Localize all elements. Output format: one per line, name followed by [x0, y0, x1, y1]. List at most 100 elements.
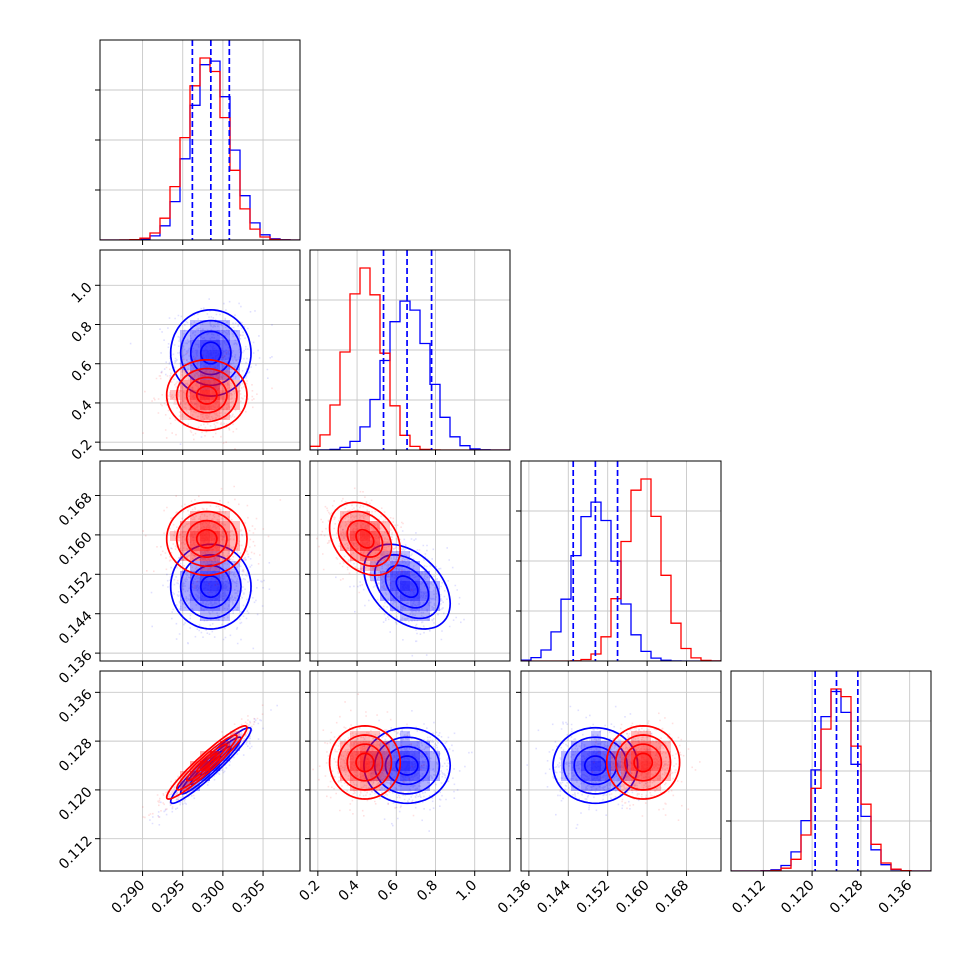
contour-line	[337, 734, 393, 791]
density-cell	[340, 741, 350, 751]
density-cell	[200, 511, 210, 521]
density-cell	[370, 761, 380, 771]
density-cell	[360, 741, 370, 751]
contour-line	[355, 752, 375, 773]
density-cell	[220, 741, 230, 751]
density-cell	[220, 400, 230, 410]
x-tick-label: 0.168	[652, 877, 692, 917]
density-cell	[380, 761, 390, 771]
density-cell	[210, 340, 220, 350]
y-tick-label: 0.144	[56, 608, 96, 648]
density-cell	[210, 571, 220, 581]
density-cell	[380, 541, 390, 551]
density-cell	[180, 410, 190, 420]
density-cell	[360, 761, 370, 771]
density-cell	[190, 591, 200, 601]
density-cell	[210, 400, 220, 410]
density-cell	[200, 611, 210, 621]
density-cell	[400, 761, 410, 771]
density-cell	[190, 601, 200, 611]
density-cell	[410, 581, 420, 591]
density-cell	[200, 581, 210, 591]
x-tick-label: 0.128	[827, 877, 867, 917]
density-cell	[220, 390, 230, 400]
density-cell	[390, 591, 400, 601]
panel-frame	[99, 670, 301, 872]
density-cell	[210, 390, 220, 400]
y-tick-label: 0.6	[69, 358, 96, 385]
density-cell	[200, 370, 210, 380]
density-cell	[190, 400, 200, 410]
density-cell	[581, 751, 591, 761]
density-cell	[210, 350, 220, 360]
density-cell	[390, 741, 400, 751]
x-tick-label: 0.152	[574, 877, 614, 917]
panel-frame	[309, 460, 511, 662]
density-cell	[220, 581, 230, 591]
density-cell	[190, 350, 200, 360]
density-cell	[591, 731, 601, 741]
density-cell	[370, 521, 380, 531]
density-cell	[390, 781, 400, 791]
grid	[100, 671, 300, 871]
density-cell	[380, 771, 390, 781]
contour-line	[185, 519, 228, 558]
grid	[310, 671, 510, 871]
density-cell	[220, 551, 230, 561]
density-cell	[200, 400, 210, 410]
density-cell	[210, 320, 220, 330]
density-cell	[621, 771, 631, 781]
density-cell	[350, 741, 360, 751]
density-cell	[410, 751, 420, 761]
density-cell	[420, 781, 430, 791]
density-cell	[601, 751, 611, 761]
panel-frame	[99, 460, 301, 662]
density-cell	[380, 771, 390, 781]
density-cell	[370, 541, 380, 551]
density-cell	[400, 731, 410, 741]
density-cell	[200, 350, 210, 360]
contour-line	[199, 575, 222, 599]
density-cell	[661, 761, 671, 771]
density-cell	[591, 781, 601, 791]
contour-line	[346, 519, 384, 558]
density-cell	[180, 531, 190, 541]
histogram-0	[310, 300, 510, 450]
density-cell	[571, 751, 581, 761]
contour-line	[583, 755, 607, 776]
scatter-points-0	[335, 520, 465, 657]
density-cell	[170, 531, 180, 541]
density-cell	[370, 781, 380, 791]
x-tick-label: 0.112	[729, 877, 769, 917]
density-cell	[410, 611, 420, 621]
density-cell	[220, 350, 230, 360]
density-cell	[350, 761, 360, 771]
density-cell	[581, 781, 591, 791]
contour-line	[552, 726, 639, 805]
contour-line	[633, 752, 654, 773]
density-cell	[190, 531, 200, 541]
x-tick-label: 1.0	[453, 877, 480, 904]
x-tick-label: 0.6	[375, 877, 402, 904]
contours-1	[328, 725, 402, 800]
y-tick-label: 0.136	[56, 647, 96, 687]
y-tick-label: 0.128	[56, 735, 96, 775]
density-cell	[210, 410, 220, 420]
density-cell	[400, 771, 410, 781]
density-cell	[340, 541, 350, 551]
density-cell	[340, 771, 350, 781]
contour-line	[195, 385, 218, 405]
histogram-1	[310, 267, 510, 450]
density-cell	[340, 531, 350, 541]
density-cell	[390, 761, 400, 771]
histogram-1	[100, 57, 300, 240]
density-cell	[410, 561, 420, 571]
contour-line	[185, 743, 228, 782]
contour-line	[384, 564, 430, 609]
density-cell	[190, 380, 200, 390]
density-cell	[350, 551, 360, 561]
density-cell	[360, 541, 370, 551]
contour-line	[384, 745, 430, 786]
density-cell	[190, 330, 200, 340]
y-tick-label: 0.2	[69, 437, 96, 464]
